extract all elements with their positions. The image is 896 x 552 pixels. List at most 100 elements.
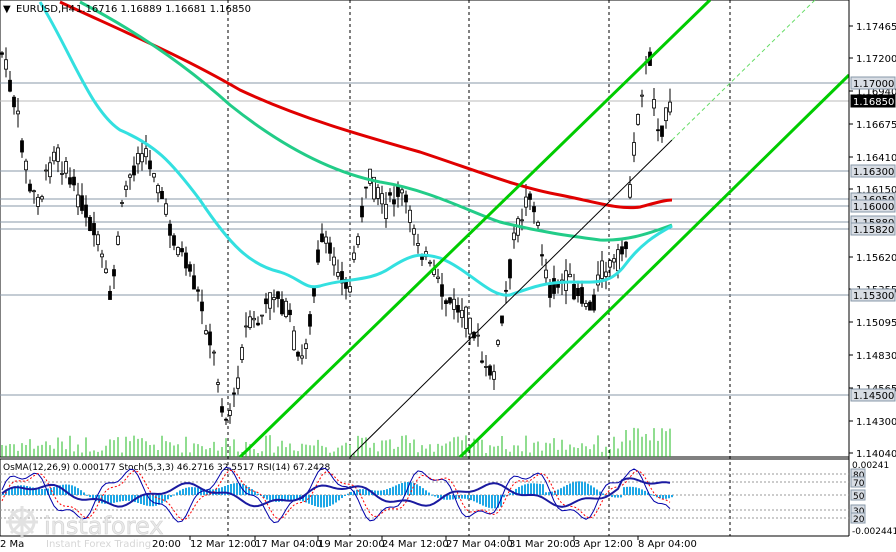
osma-bar bbox=[113, 495, 115, 503]
indicator-level-tag bbox=[850, 489, 866, 501]
osma-bar bbox=[41, 489, 43, 495]
indicator-scale-bottom: -0.002441 bbox=[852, 527, 896, 537]
osma-bar bbox=[626, 486, 628, 495]
candle-body bbox=[436, 276, 440, 279]
osma-bar bbox=[500, 495, 502, 507]
trend-midline bbox=[349, 139, 673, 458]
osma-bar bbox=[137, 495, 139, 503]
osma-bar bbox=[644, 490, 646, 495]
candle-body bbox=[80, 195, 84, 211]
candle-body bbox=[576, 287, 580, 297]
candle-body bbox=[8, 79, 12, 92]
rsi-line bbox=[1, 477, 671, 508]
candle-body bbox=[140, 153, 144, 163]
candlesticks bbox=[0, 47, 672, 425]
candle-body bbox=[32, 190, 36, 193]
candle-body bbox=[632, 142, 636, 156]
candle-body bbox=[128, 174, 132, 178]
osma-bar bbox=[308, 495, 310, 504]
osma-bar bbox=[515, 488, 517, 495]
osma-bar bbox=[410, 482, 412, 495]
osma-bar bbox=[467, 495, 469, 500]
indicator-level-tag bbox=[850, 512, 866, 524]
osma-bar bbox=[329, 495, 331, 506]
candle-body bbox=[408, 209, 412, 223]
time-axis-label: 17 Mar 04:00 bbox=[255, 539, 322, 550]
osma-bar bbox=[161, 495, 163, 504]
candle-body bbox=[480, 360, 484, 363]
price-level-label: 1.17000 bbox=[853, 79, 894, 90]
osma-bar bbox=[551, 491, 553, 495]
price-level-tag bbox=[850, 76, 896, 90]
candle-body bbox=[328, 242, 332, 254]
osma-bar bbox=[65, 484, 67, 495]
candle-body bbox=[72, 176, 76, 186]
header-arrow-icon[interactable]: ▼ bbox=[3, 4, 11, 15]
indicator-level-label: 20 bbox=[853, 515, 865, 525]
osma-bar bbox=[176, 492, 178, 495]
osma-bar bbox=[413, 483, 415, 495]
ma-cyan-line bbox=[38, 1, 673, 297]
candle-body bbox=[288, 309, 292, 316]
candle-body bbox=[220, 406, 224, 413]
osma-bar bbox=[185, 487, 187, 495]
candle-body bbox=[188, 264, 192, 272]
osma-bar bbox=[155, 495, 157, 506]
osma-bar bbox=[617, 495, 619, 498]
candle-body bbox=[552, 278, 556, 294]
price-level-tag bbox=[850, 94, 896, 108]
trend-midline-projection bbox=[671, 0, 816, 141]
candle-body bbox=[164, 203, 168, 215]
candle-body bbox=[452, 298, 456, 310]
osma-bar bbox=[425, 490, 427, 495]
osma-bar bbox=[152, 495, 154, 507]
osma-bar bbox=[317, 495, 319, 507]
osma-bar bbox=[338, 495, 340, 501]
price-tick-label: 1.16675 bbox=[856, 120, 896, 131]
candle-body bbox=[120, 202, 124, 204]
instaforex-logo-icon bbox=[6, 506, 38, 538]
osma-bar bbox=[92, 495, 94, 500]
osma-bar bbox=[350, 491, 352, 495]
candle-body bbox=[152, 173, 156, 178]
osma-bar bbox=[614, 495, 616, 498]
osma-bar bbox=[59, 485, 61, 495]
osma-bar bbox=[419, 486, 421, 495]
candle-body bbox=[304, 343, 308, 349]
osma-bar bbox=[56, 486, 58, 495]
candle-body bbox=[160, 191, 164, 200]
osma-bar bbox=[320, 495, 322, 508]
candle-body bbox=[584, 303, 588, 307]
osma-bar bbox=[377, 490, 379, 495]
osma-bar bbox=[140, 495, 142, 504]
candle-body bbox=[0, 52, 4, 55]
osma-bar bbox=[74, 486, 76, 495]
osma-bar bbox=[236, 483, 238, 495]
osma-bar bbox=[269, 495, 271, 501]
candle-body bbox=[616, 249, 620, 272]
osma-bar bbox=[365, 489, 367, 495]
candle-body bbox=[48, 162, 52, 178]
candle-body bbox=[520, 219, 524, 222]
osma-bar bbox=[395, 485, 397, 495]
candle-body bbox=[348, 286, 352, 293]
osma-bar bbox=[521, 485, 523, 495]
osma-bar bbox=[542, 484, 544, 495]
candle-body bbox=[84, 204, 88, 218]
candle-body bbox=[192, 275, 196, 290]
candle-body bbox=[496, 340, 500, 345]
candle-body bbox=[336, 272, 340, 277]
candle-body bbox=[372, 176, 376, 200]
price-tick-label: 1.14300 bbox=[856, 417, 896, 428]
candle-body bbox=[256, 322, 260, 326]
osma-bar bbox=[533, 483, 535, 495]
candle-body bbox=[184, 252, 188, 269]
candle-body bbox=[156, 185, 160, 194]
indicator-level-label: 70 bbox=[853, 479, 865, 489]
osma-bar bbox=[581, 481, 583, 495]
price-tick-label: 1.15620 bbox=[856, 253, 896, 264]
osma-bar bbox=[383, 489, 385, 495]
time-axis-label: 24 Mar 12:00 bbox=[382, 539, 449, 550]
